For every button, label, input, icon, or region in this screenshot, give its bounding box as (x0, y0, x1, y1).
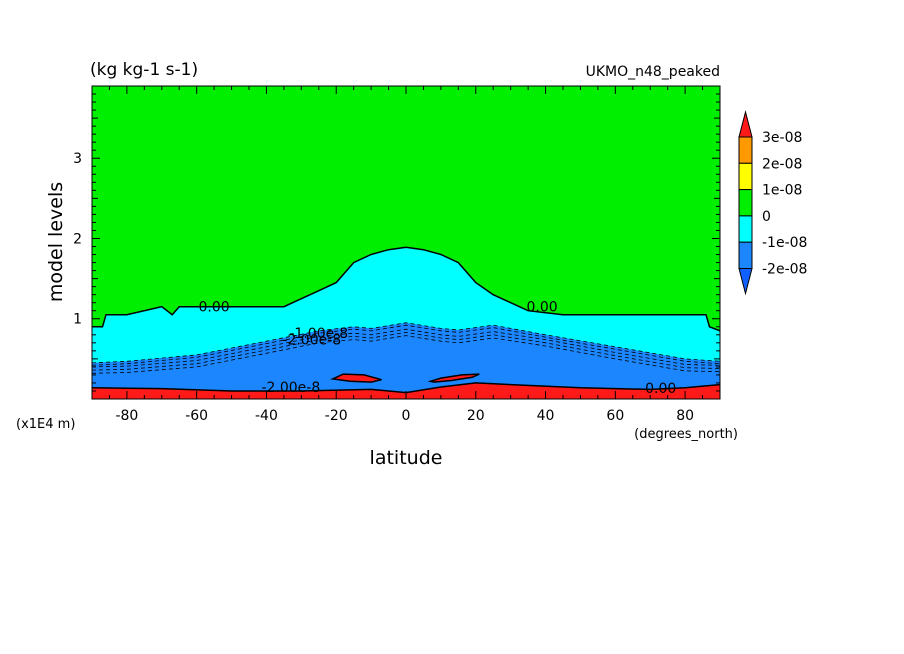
contour-minus2-a (92, 328, 720, 368)
x-tick-label: 80 (676, 408, 694, 424)
contour-label: 0.00 (645, 381, 676, 397)
positive-band-bottom (92, 382, 720, 399)
colorbar-label: 1e-08 (762, 183, 802, 199)
x-tick-label: -60 (185, 408, 208, 424)
colorbar-box (738, 162, 753, 191)
colorbar-top-arrow (738, 110, 753, 138)
x-tick-label: -20 (325, 408, 348, 424)
colorbar-label: -2e-08 (762, 262, 807, 278)
x-tick-label: 40 (537, 408, 555, 424)
x-axis-unit: (degrees_north) (634, 427, 738, 442)
y-tick-label: 3 (73, 151, 82, 167)
y-axis-unit: (x1E4 m) (16, 417, 75, 432)
y-tick-label: 2 (73, 231, 82, 247)
contour-label: -2.00e-8 (261, 380, 320, 396)
y-axis-label: model levels (45, 182, 67, 302)
positive-island-1 (330, 373, 382, 383)
x-tick-label: 0 (402, 408, 411, 424)
contour-labels: 0.00 0.00-2.00e-8-1.00e-80.00-2.00e-8 (199, 300, 677, 397)
colorbar-label: -1e-08 (762, 235, 807, 251)
colorbar-box (738, 189, 753, 217)
x-tick-label: -80 (115, 408, 138, 424)
y-axis-ticks: 1 2 3 (73, 93, 720, 392)
contour-label: 0.00 (199, 300, 230, 316)
x-axis-label: latitude (370, 447, 443, 469)
contour-minus1-b (92, 324, 720, 366)
negative-band-2 (92, 322, 720, 399)
colorbar-label: 0 (762, 209, 771, 225)
contour-label: -2.00e-8 (282, 333, 341, 349)
colorbar-box (738, 136, 753, 164)
colorbar-box (738, 215, 753, 243)
contour-minus2-c (92, 335, 720, 374)
contour-minus1-a (92, 322, 720, 364)
x-tick-label: 60 (606, 408, 624, 424)
x-tick-label: 20 (467, 408, 485, 424)
contour-lines (92, 246, 720, 394)
contour-zero-bottom (92, 382, 720, 394)
colorbar-bottom-arrow (738, 268, 753, 296)
y-tick-label: 1 (73, 312, 82, 328)
contour-minus2-b (92, 331, 720, 371)
contour-label: 0.00 (526, 300, 557, 316)
contour-zero (92, 246, 720, 332)
colorbar-label: 2e-08 (762, 156, 802, 172)
positive-islands (330, 373, 480, 383)
colorbar-box (738, 241, 753, 269)
x-tick-label: -40 (255, 408, 278, 424)
chart-title: (kg kg-1 s-1) (90, 60, 198, 80)
x-axis-ticks: -80 -60 -40 -20 0 20 40 60 80 (91, 86, 721, 424)
colorbar-label: 3e-08 (762, 130, 802, 146)
positive-island-2 (427, 373, 480, 383)
contour-label: -1.00e-8 (289, 326, 348, 342)
colorbar: 3e-08 2e-08 1e-08 0 -1e-08 -2e-08 (738, 110, 807, 296)
plot-area: 0.00 0.00-2.00e-8-1.00e-80.00-2.00e-8 (92, 86, 720, 399)
chart-subtitle: UKMO_n48_peaked (586, 64, 720, 80)
